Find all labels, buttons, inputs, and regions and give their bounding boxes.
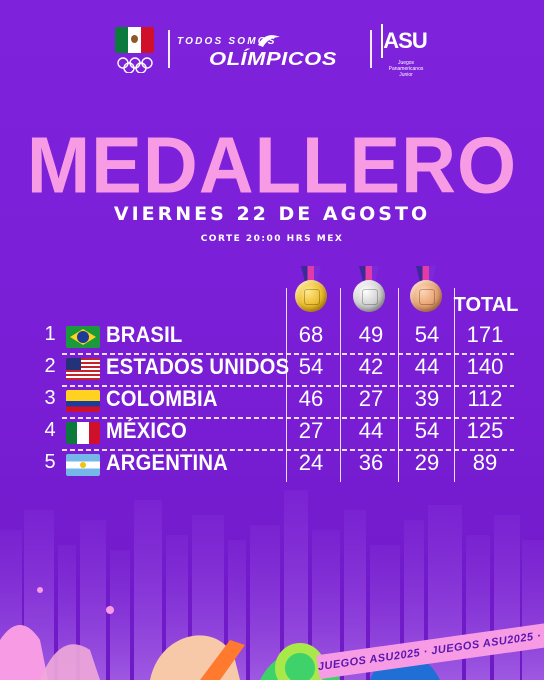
gold-medal-icon <box>291 266 331 322</box>
silver-count: 42 <box>358 354 384 379</box>
colombia-flag-icon <box>66 390 100 412</box>
table-row: 3 COLOMBIA 46 27 39 112 <box>0 385 544 417</box>
country-name: MÉXICO <box>106 418 187 443</box>
header: TODOS SOMOS OLÍMPICOS ASU Juegos Panamer… <box>0 22 544 78</box>
table-row: 4 MÉXICO 27 44 54 125 <box>0 417 544 449</box>
gold-count: 24 <box>298 450 324 475</box>
asu-subtitle: Juegos Panamericanos Junior <box>380 60 432 78</box>
asu-subtitle-line1: Juegos Panamericanos <box>388 60 424 72</box>
total-count: 112 <box>467 386 503 411</box>
mexico-flag-icon <box>66 422 100 444</box>
total-count: 140 <box>466 354 504 379</box>
silver-count: 49 <box>358 322 384 347</box>
olympic-rings-icon <box>117 57 153 73</box>
argentina-flag-icon <box>66 454 100 476</box>
brand-main-text: OLÍMPICOS <box>209 48 337 70</box>
rank: 4 <box>44 419 56 441</box>
total-count: 89 <box>472 450 498 475</box>
usa-flag-icon <box>66 358 100 380</box>
mexico-flag-icon <box>115 27 154 53</box>
cutoff-note: CORTE 20:00 HRS MEX <box>200 234 344 244</box>
brazil-flag-icon <box>66 326 100 348</box>
gold-count: 68 <box>298 322 324 347</box>
row-separator <box>62 385 514 387</box>
silver-count: 44 <box>358 418 384 443</box>
asu-logo: ASU <box>381 24 428 58</box>
table-row: 1 BRASIL 68 49 54 171 <box>0 321 544 353</box>
rank: 5 <box>44 451 56 473</box>
bronze-medal-icon <box>406 266 446 322</box>
bronze-count: 54 <box>414 322 440 347</box>
row-separator <box>62 417 514 419</box>
country-name: BRASIL <box>106 322 183 347</box>
silver-medal-icon <box>349 266 389 322</box>
row-separator <box>62 449 514 451</box>
row-separator <box>62 353 514 355</box>
gold-count: 46 <box>298 386 324 411</box>
country-name: ESTADOS UNIDOS <box>106 354 290 379</box>
asu-subtitle-line2: Junior <box>399 72 413 78</box>
header-divider <box>168 30 170 68</box>
silver-count: 36 <box>358 450 384 475</box>
total-column-header: TOTAL <box>453 294 519 316</box>
total-count: 171 <box>466 322 504 347</box>
country-name: ARGENTINA <box>106 450 228 475</box>
bronze-count: 54 <box>414 418 440 443</box>
table-row: 2 ESTADOS UNIDOS 54 42 44 140 <box>0 353 544 385</box>
bronze-count: 29 <box>414 450 440 475</box>
header-divider <box>370 30 372 68</box>
gold-count: 54 <box>298 354 324 379</box>
country-name: COLOMBIA <box>106 386 218 411</box>
date-subtitle: VIERNES 22 DE AGOSTO <box>113 203 431 225</box>
silver-count: 27 <box>358 386 384 411</box>
brand-top-text: TODOS SOMOS <box>177 36 277 47</box>
rank: 3 <box>44 387 56 409</box>
bronze-count: 39 <box>414 386 440 411</box>
page-title: MEDALLERO <box>26 120 518 211</box>
bronze-count: 44 <box>414 354 440 379</box>
total-count: 125 <box>466 418 504 443</box>
rank: 1 <box>44 323 56 345</box>
table-row: 5 ARGENTINA 24 36 29 89 <box>0 449 544 481</box>
eagle-swoosh-icon <box>258 35 280 47</box>
rank: 2 <box>44 355 56 377</box>
gold-count: 27 <box>298 418 324 443</box>
